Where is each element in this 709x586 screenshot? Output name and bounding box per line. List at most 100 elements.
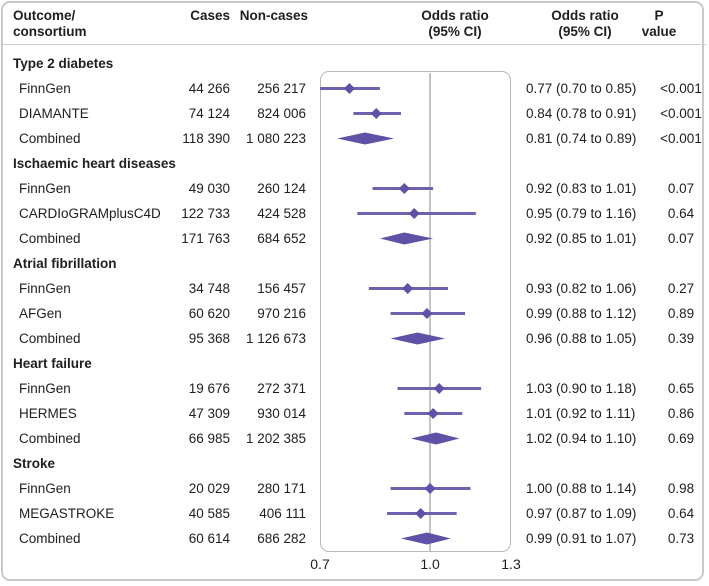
group-header-row: Type 2 diabetes — [0, 51, 709, 76]
cases-value: 66 985 — [188, 431, 230, 446]
noncases-value: 256 217 — [257, 81, 306, 96]
x-axis-tick-label: 0.7 — [310, 556, 330, 572]
group-header-row: Heart failure — [0, 351, 709, 376]
study-label: MEGASTROKE — [19, 506, 115, 521]
odds-ratio-ci-value: 0.96 (0.88 to 1.05) — [526, 331, 637, 346]
p-value: 0.65 — [667, 381, 695, 396]
noncases-value: 970 216 — [257, 306, 306, 321]
column-header-p-value: P value — [609, 8, 709, 40]
study-row: FinnGen 34 748 156 457 0.93 (0.82 to 1.06) 0… — [0, 276, 709, 301]
p-value: 0.98 — [667, 481, 695, 496]
cases-value: 49 030 — [188, 181, 230, 196]
noncases-value: 260 124 — [257, 181, 306, 196]
study-label: DIAMANTE — [19, 106, 89, 121]
study-label: AFGen — [19, 306, 62, 321]
cases-value: 20 029 — [188, 481, 230, 496]
odds-ratio-ci-value: 0.99 (0.88 to 1.12) — [526, 306, 637, 321]
study-label: Combined — [19, 331, 81, 346]
study-label: FinnGen — [19, 81, 71, 96]
odds-ratio-ci-value: 1.01 (0.92 to 1.11) — [526, 406, 636, 421]
column-header-noncases: Non-cases — [239, 8, 308, 23]
study-row: FinnGen 49 030 260 124 0.92 (0.83 to 1.01) 0… — [0, 176, 709, 201]
study-label: FinnGen — [19, 481, 71, 496]
column-header-p-value-line2: value — [641, 24, 677, 39]
study-row: DIAMANTE 74 124 824 006 0.84 (0.78 to 0.91)… — [0, 101, 709, 126]
study-label: FinnGen — [19, 281, 71, 296]
cases-value: 60 620 — [188, 306, 230, 321]
odds-ratio-ci-value: 0.93 (0.82 to 1.06) — [526, 281, 637, 296]
p-value: <0.001 — [660, 131, 702, 146]
x-axis-tick-label: 1.3 — [501, 556, 521, 572]
cases-value: 171 763 — [181, 231, 230, 246]
header-separator — [3, 44, 706, 45]
column-header-odds-ratio-plot: Odds ratio (95% CI) — [375, 8, 535, 40]
study-label: Combined — [19, 231, 81, 246]
study-row: Combined 66 985 1 202 385 1.02 (0.94 to 1.1… — [0, 426, 709, 451]
cases-value: 40 585 — [188, 506, 230, 521]
study-row: AFGen 60 620 970 216 0.99 (0.88 to 1.12) 0.8… — [0, 301, 709, 326]
cases-value: 95 368 — [188, 331, 230, 346]
p-value: 0.64 — [667, 506, 695, 521]
p-value: 0.69 — [667, 431, 695, 446]
plot-panel — [320, 71, 511, 552]
noncases-value: 686 282 — [257, 531, 306, 546]
p-value: <0.001 — [660, 106, 702, 121]
x-axis-tick-label: 1.0 — [420, 556, 440, 572]
noncases-value: 272 371 — [257, 381, 306, 396]
group-label: Heart failure — [13, 356, 92, 371]
cases-value: 60 614 — [188, 531, 230, 546]
study-row: HERMES 47 309 930 014 1.01 (0.92 to 1.11) 0.… — [0, 401, 709, 426]
column-header-odds-ratio-plot-line2: (95% CI) — [428, 24, 482, 39]
odds-ratio-ci-value: 1.00 (0.88 to 1.14) — [526, 481, 637, 496]
column-header-outcome-consortium: Outcome/ consortium — [13, 8, 87, 40]
cases-value: 34 748 — [188, 281, 230, 296]
column-header-odds-ratio-text-line2: (95% CI) — [558, 24, 612, 39]
study-row: Combined 171 763 684 652 0.92 (0.85 to 1.01… — [0, 226, 709, 251]
column-header-p-value-line1: P — [654, 8, 664, 23]
p-value: 0.64 — [667, 206, 695, 221]
odds-ratio-ci-value: 0.92 (0.85 to 1.01) — [526, 231, 637, 246]
odds-ratio-ci-value: 1.03 (0.90 to 1.18) — [526, 381, 637, 396]
noncases-value: 1 202 385 — [245, 431, 306, 446]
study-label: Combined — [19, 431, 81, 446]
cases-value: 19 676 — [188, 381, 230, 396]
noncases-value: 684 652 — [257, 231, 306, 246]
group-label: Ischaemic heart diseases — [13, 156, 176, 171]
study-row: Combined 95 368 1 126 673 0.96 (0.88 to 1.0… — [0, 326, 709, 351]
odds-ratio-ci-value: 1.02 (0.94 to 1.10) — [526, 431, 637, 446]
odds-ratio-ci-value: 0.84 (0.78 to 0.91) — [526, 106, 637, 121]
odds-ratio-ci-value: 0.95 (0.79 to 1.16) — [526, 206, 637, 221]
study-label: CARDIoGRAMplusC4D — [19, 206, 161, 221]
study-label: HERMES — [19, 406, 77, 421]
column-header-outcome-line1: Outcome/ — [13, 8, 76, 23]
p-value: 0.39 — [667, 331, 695, 346]
study-row: Combined 60 614 686 282 0.99 (0.91 to 1.07)… — [0, 526, 709, 551]
odds-ratio-ci-value: 0.77 (0.70 to 0.85) — [526, 81, 637, 96]
group-header-row: Atrial fibrillation — [0, 251, 709, 276]
study-label: FinnGen — [19, 181, 71, 196]
cases-value: 118 390 — [182, 131, 230, 146]
study-row: FinnGen 44 266 256 217 0.77 (0.70 to 0.85) <… — [0, 76, 709, 101]
noncases-value: 1 080 223 — [245, 131, 306, 146]
cases-value: 122 733 — [181, 206, 230, 221]
study-label: Combined — [19, 531, 81, 546]
p-value: 0.07 — [667, 231, 695, 246]
noncases-value: 156 457 — [257, 281, 306, 296]
p-value: 0.89 — [667, 306, 695, 321]
study-row: FinnGen 20 029 280 171 1.00 (0.88 to 1.14) 0… — [0, 476, 709, 501]
noncases-value: 824 006 — [257, 106, 306, 121]
study-row: CARDIoGRAMplusC4D 122 733 424 528 0.95 (0.7… — [0, 201, 709, 226]
study-row: FinnGen 19 676 272 371 1.03 (0.90 to 1.18) 0… — [0, 376, 709, 401]
column-header-odds-ratio-text: Odds ratio (95% CI) — [505, 8, 665, 40]
group-header-row: Stroke — [0, 451, 709, 476]
study-label: Combined — [19, 131, 81, 146]
group-label: Atrial fibrillation — [13, 256, 117, 271]
p-value: <0.001 — [660, 81, 702, 96]
column-header-odds-ratio-text-line1: Odds ratio — [551, 8, 619, 23]
p-value: 0.07 — [667, 181, 695, 196]
column-header-outcome-line2: consortium — [13, 24, 87, 39]
study-row: Combined 118 390 1 080 223 0.81 (0.74 to 0.… — [0, 126, 709, 151]
